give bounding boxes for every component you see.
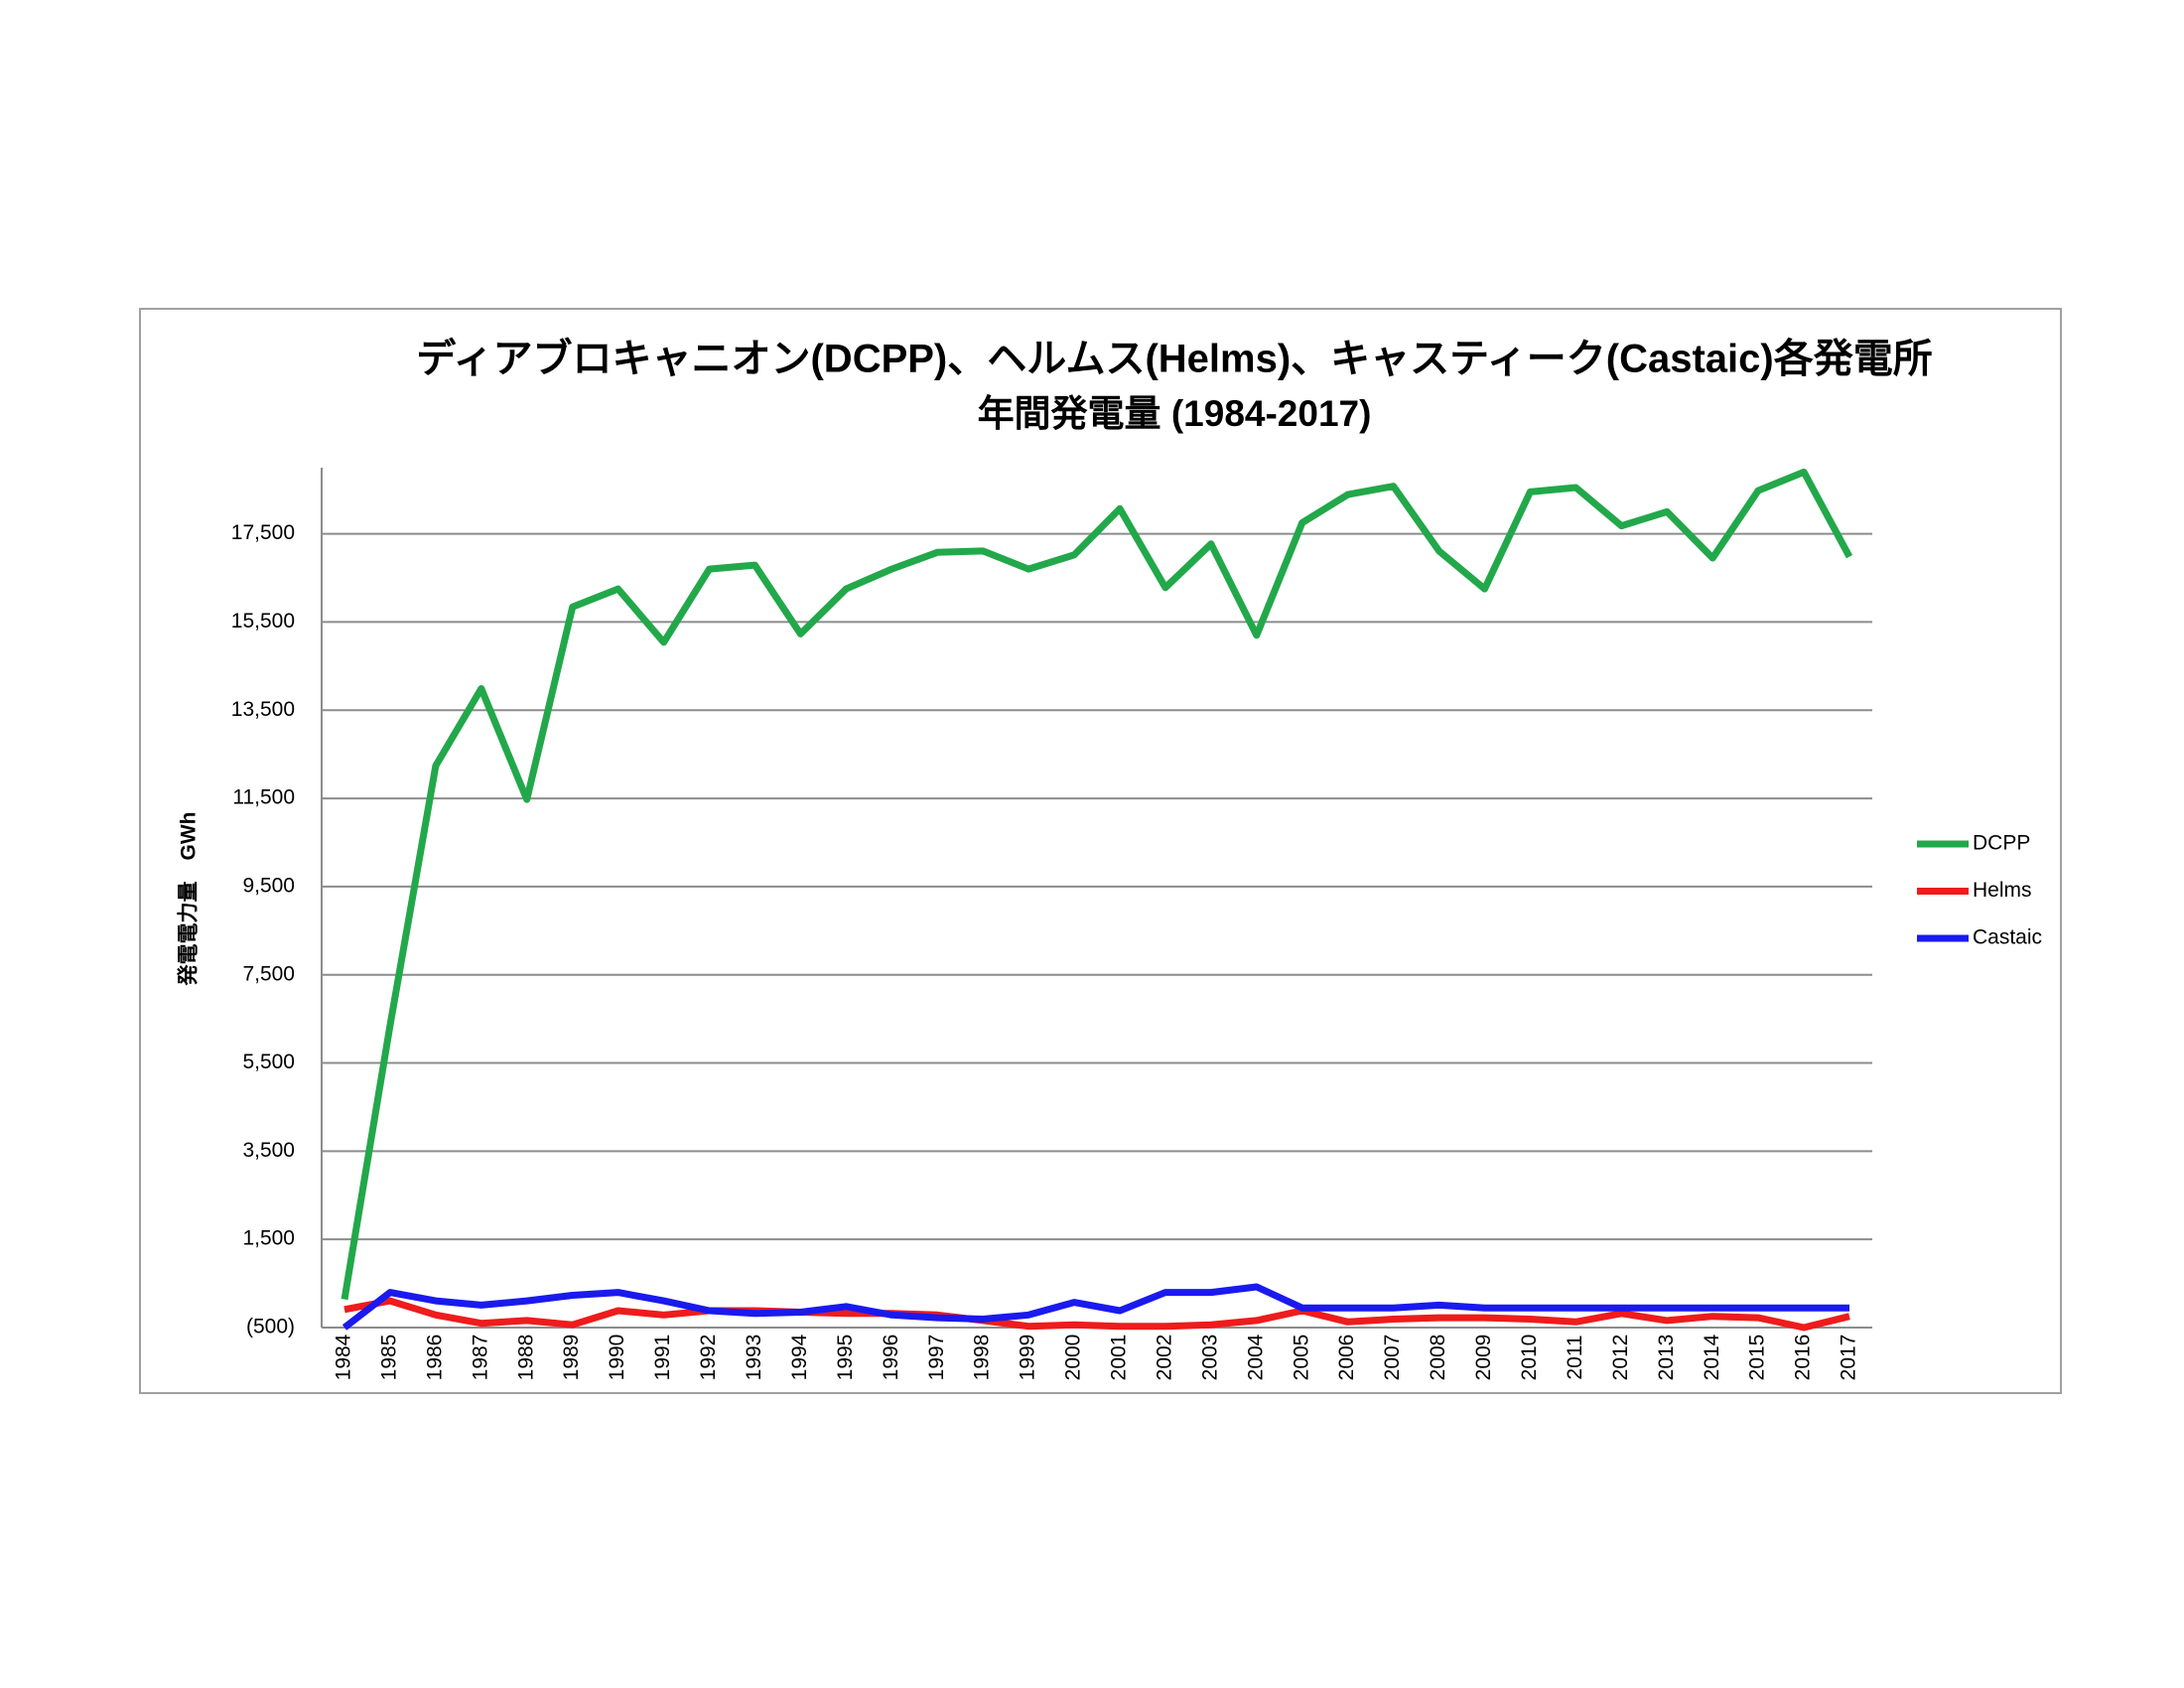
- x-tick-label: 1988: [514, 1335, 537, 1381]
- x-tick-label: 1993: [743, 1335, 765, 1381]
- chart-frame: [139, 308, 2062, 1394]
- x-tick-label: 2011: [1564, 1335, 1586, 1379]
- y-tick-label: 17,500: [231, 521, 295, 544]
- y-tick-label: 3,500: [242, 1139, 295, 1162]
- x-tick-label: 1990: [606, 1335, 628, 1381]
- x-tick-label: 2005: [1290, 1335, 1312, 1381]
- x-tick-label: 1994: [788, 1334, 811, 1380]
- x-tick-label: 2013: [1655, 1335, 1678, 1381]
- y-tick-label: 13,500: [231, 698, 295, 721]
- x-tick-label: 1998: [971, 1335, 994, 1381]
- x-tick-label: 2009: [1472, 1335, 1495, 1381]
- y-tick-label: 9,500: [242, 874, 295, 897]
- y-axis-title: 発電電力量 GWh: [178, 812, 201, 987]
- x-tick-label: 1992: [697, 1335, 720, 1381]
- x-tick-label: 2001: [1108, 1335, 1131, 1381]
- x-tick-label: 2015: [1746, 1335, 1769, 1381]
- x-tick-label: 2004: [1244, 1334, 1267, 1380]
- y-tick-label: 15,500: [231, 610, 295, 633]
- legend-label: Helms: [1973, 879, 2032, 902]
- x-tick-label: 2016: [1792, 1335, 1815, 1381]
- x-tick-label: 1984: [333, 1334, 355, 1380]
- legend-label: DCPP: [1973, 832, 2030, 855]
- series-line: [343, 1297, 1850, 1332]
- x-tick-label: 2007: [1381, 1335, 1404, 1381]
- x-tick-label: 2003: [1198, 1335, 1221, 1381]
- x-tick-label: 1996: [880, 1335, 902, 1381]
- y-tick-label: 5,500: [242, 1051, 295, 1073]
- x-tick-label: 2017: [1838, 1335, 1860, 1381]
- x-tick-label: 1995: [834, 1335, 857, 1381]
- legend-label: Castaic: [1973, 926, 2042, 949]
- x-tick-label: 1999: [1017, 1335, 1039, 1381]
- x-tick-label: 2006: [1335, 1335, 1358, 1381]
- chart-title: ディアブロキャニオン(DCPP)、ヘルムス(Helms)、キャスティーク(Cas…: [416, 337, 1932, 381]
- x-tick-label: 2012: [1609, 1335, 1632, 1381]
- x-tick-label: 1989: [560, 1335, 583, 1381]
- series-line: [341, 1283, 1849, 1331]
- x-tick-label: 2014: [1701, 1334, 1723, 1380]
- series-line: [341, 468, 1853, 1301]
- x-tick-label: 1997: [925, 1335, 948, 1381]
- x-tick-label: 2002: [1153, 1335, 1175, 1381]
- y-tick-label: (500): [246, 1316, 295, 1338]
- x-tick-label: 1991: [651, 1335, 674, 1381]
- y-tick-label: 1,500: [242, 1227, 295, 1250]
- chart-subtitle: 年間発電量 (1984-2017): [978, 393, 1372, 434]
- x-tick-label: 2008: [1427, 1335, 1449, 1381]
- x-tick-label: 2010: [1518, 1335, 1541, 1381]
- x-tick-label: 1985: [377, 1335, 400, 1381]
- y-tick-label: 7,500: [242, 962, 295, 985]
- x-tick-label: 2000: [1062, 1335, 1085, 1381]
- x-tick-label: 1986: [423, 1335, 446, 1381]
- x-tick-label: 1987: [469, 1335, 491, 1381]
- y-tick-label: 11,500: [232, 786, 295, 809]
